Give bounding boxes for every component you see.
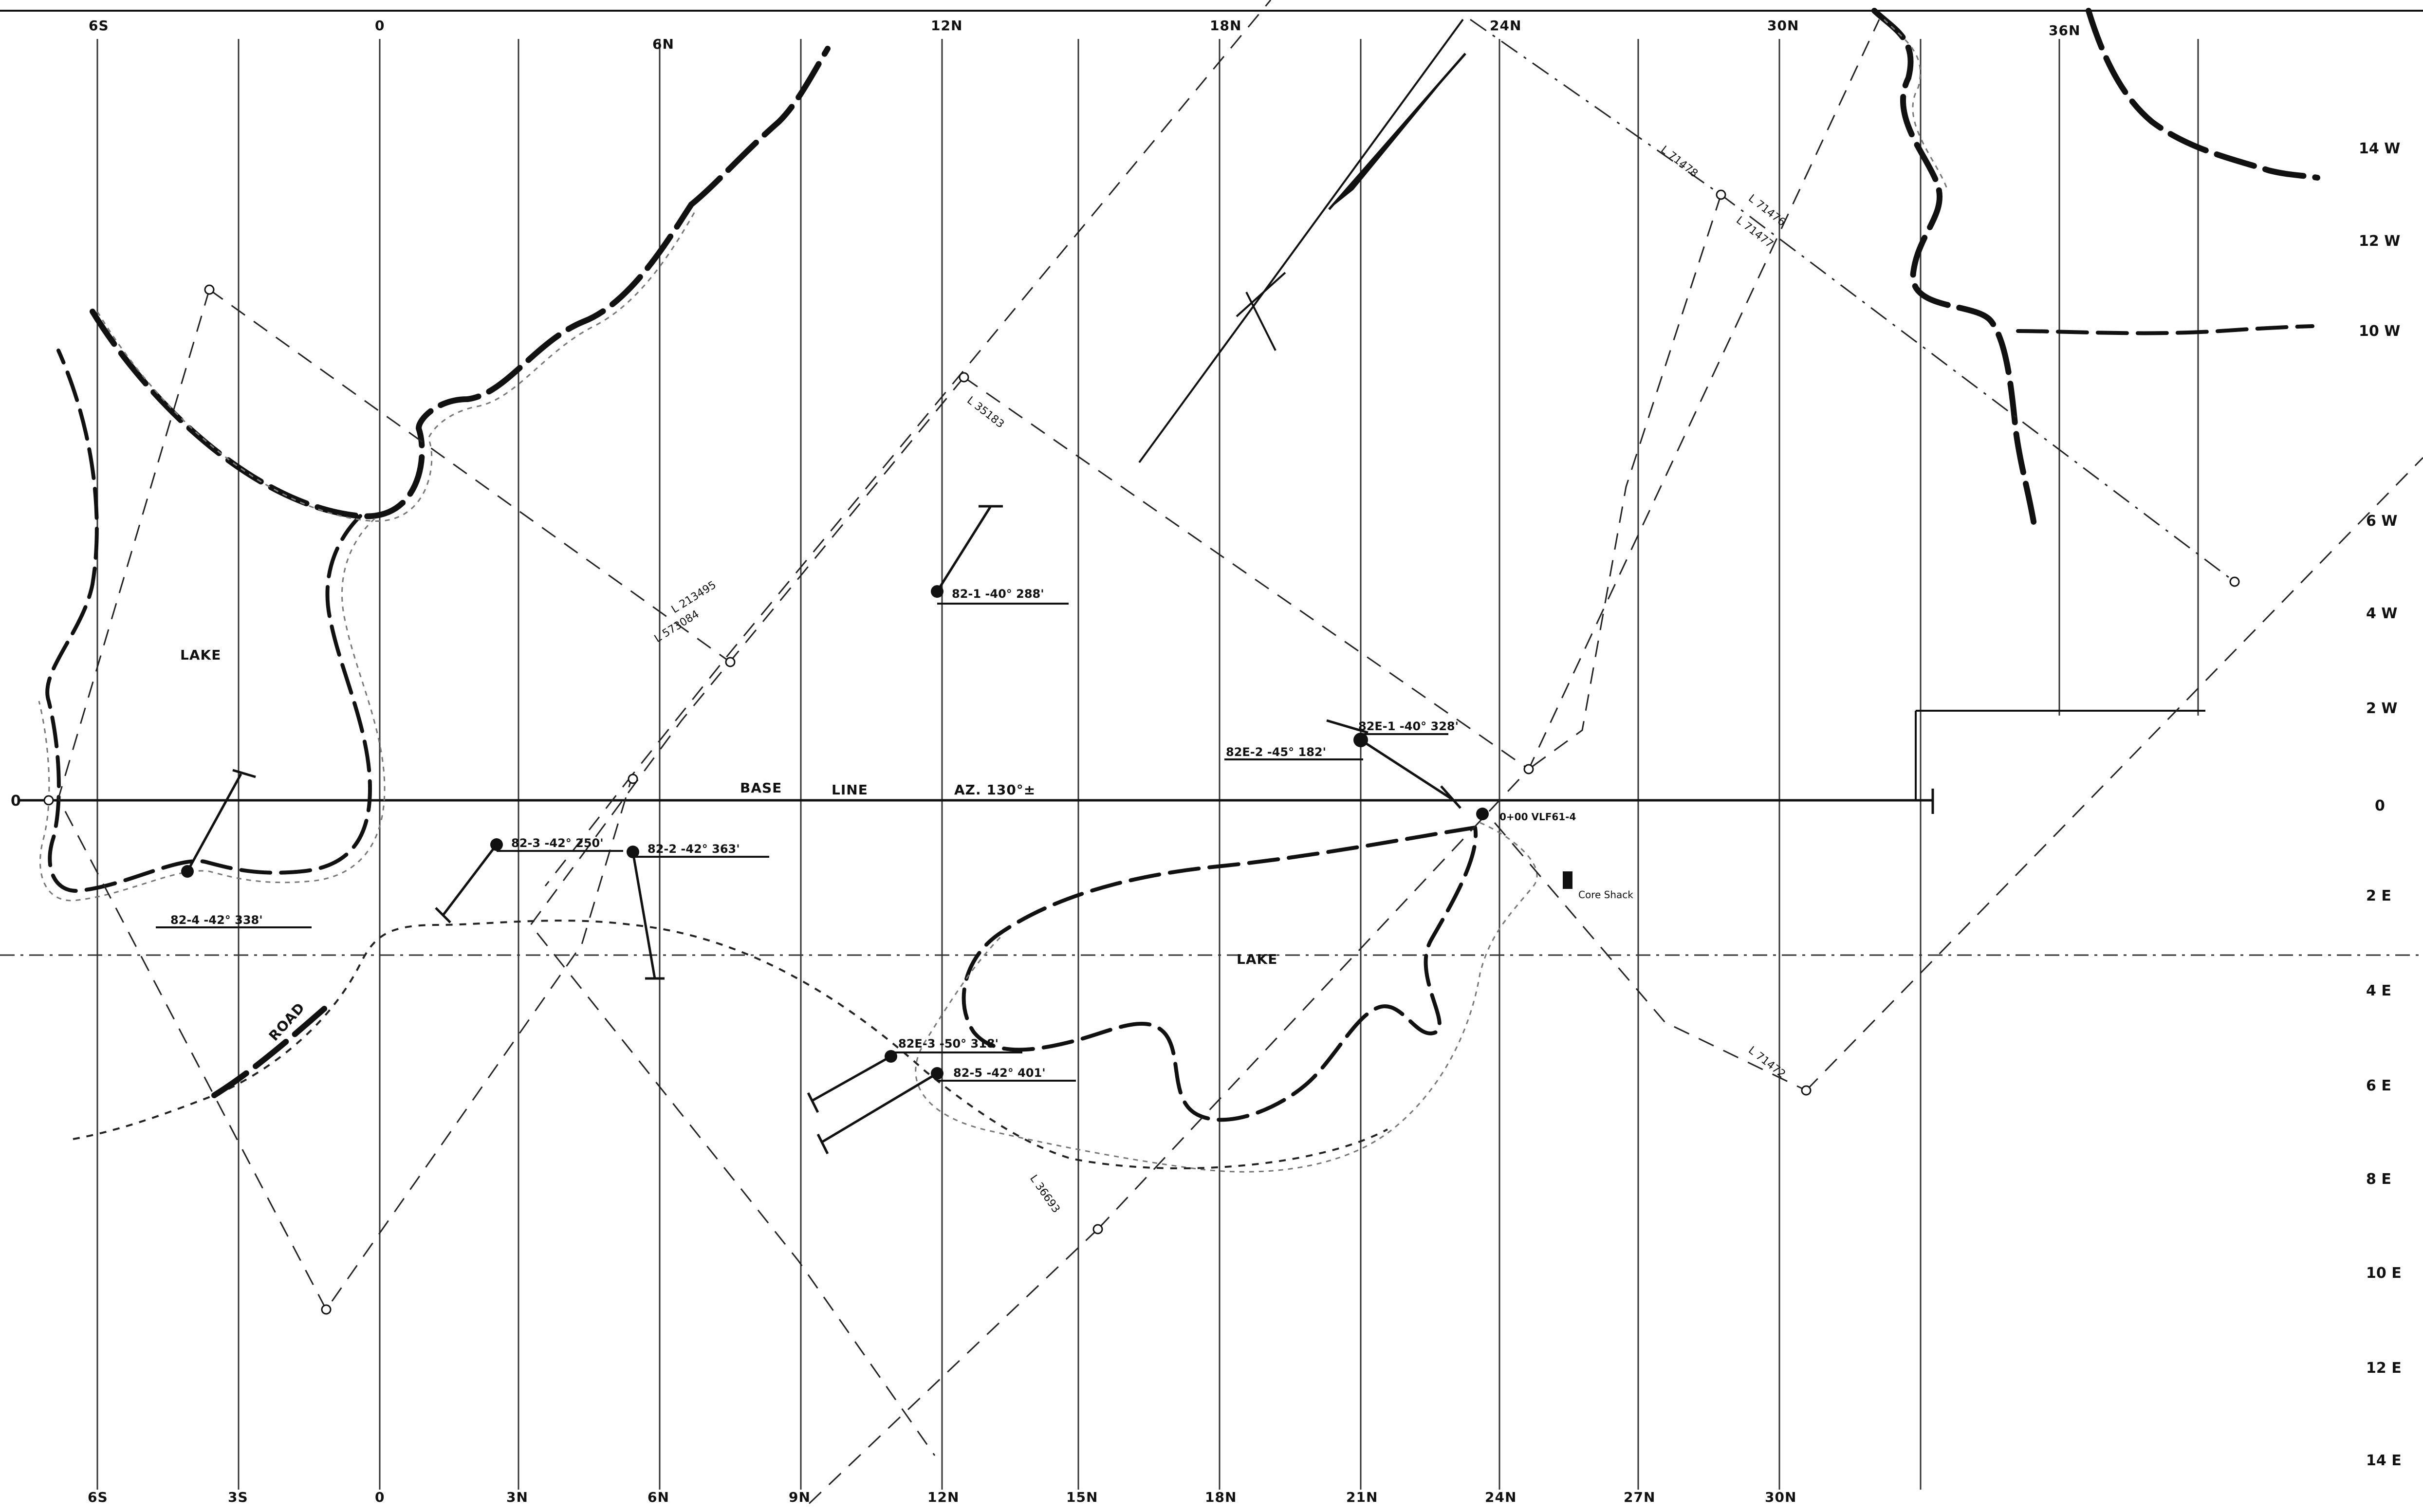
top-label: 12N bbox=[931, 18, 962, 34]
top-axis-labels: 6S 0 6N 12N 18N 24N 30N 36N bbox=[89, 18, 2080, 52]
right-label: 8 E bbox=[2366, 1171, 2391, 1188]
right-label: 14 W bbox=[2359, 140, 2400, 157]
right-label: 4 E bbox=[2366, 982, 2391, 999]
bottom-label: 21N bbox=[1346, 1489, 1378, 1505]
drill-hole-label: 82-4 -42° 338' bbox=[170, 913, 263, 927]
bottom-label: 30N bbox=[1765, 1489, 1796, 1505]
core-shack-label: Core Shack bbox=[1578, 889, 1633, 901]
right-label: 14 E bbox=[2366, 1452, 2402, 1469]
east-lake-outline bbox=[915, 822, 1538, 1173]
bottom-label: 27N bbox=[1624, 1489, 1655, 1505]
top-label: 18N bbox=[1210, 18, 1241, 34]
baseline bbox=[0, 710, 2423, 956]
top-label: 30N bbox=[1767, 18, 1799, 34]
bottom-label: 6S bbox=[88, 1489, 108, 1505]
right-label: 6 W bbox=[2366, 513, 2397, 530]
drill-hole-label: 82-1 -40° 288' bbox=[952, 587, 1044, 601]
bottom-label: 18N bbox=[1205, 1489, 1237, 1505]
drill-hole-label: 82-2 -42° 363' bbox=[647, 842, 740, 856]
right-label: 4 W bbox=[2366, 605, 2397, 622]
bottom-label: 3S bbox=[228, 1489, 248, 1505]
bottom-label: 9N bbox=[789, 1489, 811, 1505]
drill-hole-label: 82E-1 -40° 328' bbox=[1358, 719, 1459, 733]
top-label: 0 bbox=[375, 18, 385, 34]
bottom-label: 12N bbox=[927, 1489, 959, 1505]
right-axis-labels: 14 W 12 W 10 W 6 W 4 W 2 W 0 2 E 4 E 6 E… bbox=[2359, 140, 2402, 1469]
baseline-base-text: BASE bbox=[740, 780, 782, 796]
bottom-axis-labels: 6S 3S 0 3N 6N 9N 12N 15N 18N 21N 24N 27N… bbox=[88, 1489, 1796, 1505]
road-label: ROAD bbox=[266, 999, 308, 1044]
bottom-label: 0 bbox=[375, 1489, 385, 1505]
drill-hole-labels: 82-1 -40° 288' 82E-1 -40° 328' 82E-2 -45… bbox=[170, 587, 1459, 1080]
right-label: 0 bbox=[2375, 797, 2385, 814]
survey-line-label: L 71478 bbox=[1658, 144, 1700, 180]
drill-hole-label: 82-5 -42° 401' bbox=[953, 1066, 1046, 1080]
baseline-label: BASE LINE AZ. 130°± bbox=[740, 780, 1036, 798]
northeast-lake-outline bbox=[1871, 8, 2320, 534]
bottom-label: 24N bbox=[1485, 1489, 1517, 1505]
grid-lines bbox=[0, 10, 2423, 1490]
top-label: 36N bbox=[2049, 22, 2080, 38]
drill-hole-label: 82E-2 -45° 182' bbox=[1226, 745, 1326, 759]
road bbox=[73, 920, 1388, 1169]
label-underlines bbox=[156, 603, 1448, 1082]
baseline-azimuth-text: AZ. 130°± bbox=[954, 782, 1036, 798]
west-lake-outline bbox=[38, 46, 831, 902]
survey-line-label: L 35183 bbox=[964, 394, 1006, 431]
lake-east-label: LAKE bbox=[1237, 951, 1277, 967]
bottom-label: 15N bbox=[1066, 1489, 1098, 1505]
baseline-line-text: LINE bbox=[832, 782, 868, 798]
right-label: 12 E bbox=[2366, 1360, 2402, 1377]
right-label: 2 E bbox=[2366, 887, 2391, 904]
survey-line-label: L 36693 bbox=[1027, 1173, 1062, 1215]
drill-hole-traces bbox=[181, 505, 1572, 1155]
right-label: 6 E bbox=[2366, 1077, 2391, 1094]
top-label: 6N bbox=[652, 36, 674, 52]
right-label: 2 W bbox=[2366, 700, 2397, 717]
top-label: 24N bbox=[1490, 18, 1521, 34]
right-label: 12 W bbox=[2359, 233, 2400, 250]
drill-hole-label: 82-3 -42° 250' bbox=[511, 836, 604, 850]
right-label: 10 E bbox=[2366, 1265, 2402, 1282]
lake-west-label: LAKE bbox=[180, 647, 221, 663]
bottom-label: 6N bbox=[647, 1489, 669, 1505]
drill-hole-label: 82E-3 -50° 318' bbox=[898, 1037, 999, 1051]
feature-labels: LAKE LAKE ROAD Core Shack 0+00 VLF61-4 bbox=[180, 647, 1633, 1044]
right-label: 10 W bbox=[2359, 323, 2400, 340]
origin-label: 0+00 VLF61-4 bbox=[1499, 811, 1576, 823]
survey-line-label: L 71472 bbox=[1746, 1044, 1788, 1081]
left-zero-label: 0 bbox=[11, 793, 21, 810]
survey-lines bbox=[43, 0, 2423, 1510]
top-label: 6S bbox=[89, 18, 109, 34]
bottom-label: 3N bbox=[506, 1489, 528, 1505]
